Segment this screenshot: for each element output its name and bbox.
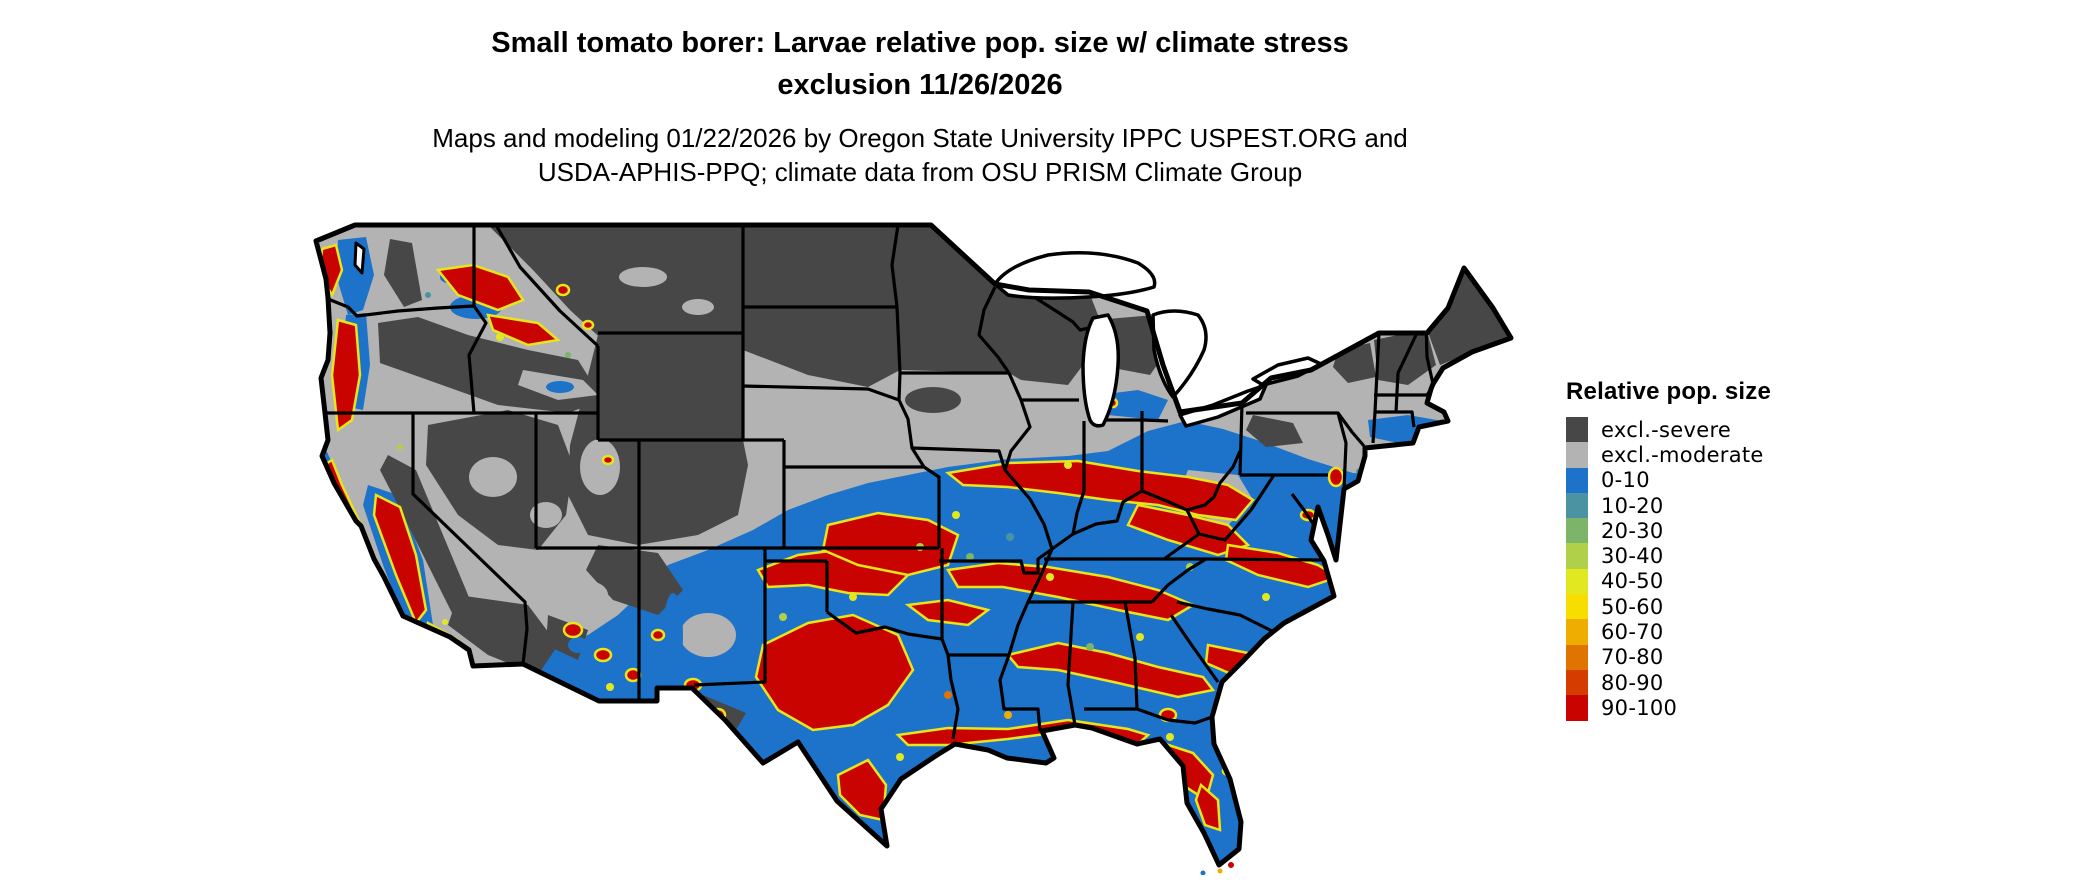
legend-label: 0-10 [1601,468,1650,493]
legend-rows: excl.-severe excl.-moderate 0-10 10-20 2… [1566,417,1826,721]
lake-michigan [1081,313,1121,428]
map-subtitle-line2: USDA-APHIS-PPQ; climate data from OSU PR… [537,157,1303,187]
legend-item: 40-50 [1566,568,1826,595]
legend-item: excl.-severe [1566,417,1826,443]
legend-label: excl.-severe [1601,417,1732,442]
legend-swatch-70-80 [1566,644,1588,670]
legend-swatch-50-60 [1566,594,1588,620]
legend-label: 80-90 [1601,670,1664,695]
map-subtitle: Maps and modeling 01/22/2026 by Oregon S… [0,121,1840,189]
legend-swatch-60-70 [1566,619,1588,645]
legend-item: 60-70 [1566,619,1826,645]
legend-item: 90-100 [1566,695,1826,721]
legend-item: excl.-moderate [1566,442,1826,468]
legend-item: 10-20 [1566,492,1826,519]
legend-label: 50-60 [1601,594,1664,619]
map-title-line2: exclusion 11/26/2026 [777,69,1063,101]
lake-superior [993,251,1157,300]
legend-swatch-10-20 [1566,492,1588,519]
legend-swatch-20-30 [1566,518,1588,544]
us-map-canvas [308,215,1530,875]
legend-label: 60-70 [1601,620,1664,645]
legend-item: 30-40 [1566,543,1826,569]
us-map [313,222,1514,875]
us-outline [313,222,1514,868]
legend-item: 20-30 [1566,518,1826,544]
legend-label: 10-20 [1601,493,1664,518]
legend-label: excl.-moderate [1601,442,1764,467]
legend-item: 70-80 [1566,644,1826,670]
legend-label: 90-100 [1601,695,1678,720]
legend-label: 70-80 [1601,645,1664,670]
state-borders [325,225,1435,740]
legend-label: 30-40 [1601,544,1664,569]
legend-swatch-40-50 [1566,568,1588,595]
legend-swatch-0-10 [1566,467,1588,493]
map-fill-layers [316,225,1511,865]
map-title-line1: Small tomato borer: Larvae relative pop.… [491,27,1349,59]
legend-swatch-excl-severe [1566,417,1588,443]
legend-swatch-80-90 [1566,669,1588,696]
legend-label: 20-30 [1601,518,1664,543]
map-title: Small tomato borer: Larvae relative pop.… [0,22,1840,106]
legend: Relative pop. size excl.-severe excl.-mo… [1566,378,1826,721]
legend-swatch-30-40 [1566,543,1588,569]
legend-item: 80-90 [1566,669,1826,696]
legend-swatch-90-100 [1566,695,1588,721]
legend-label: 40-50 [1601,569,1664,594]
legend-title: Relative pop. size [1566,378,1771,405]
florida-keys [1200,862,1234,875]
legend-item: 0-10 [1566,467,1826,493]
puget-sound [353,241,366,275]
legend-item: 50-60 [1566,594,1826,620]
map-subtitle-line1: Maps and modeling 01/22/2026 by Oregon S… [432,123,1408,153]
legend-swatch-excl-moderate [1566,442,1588,468]
